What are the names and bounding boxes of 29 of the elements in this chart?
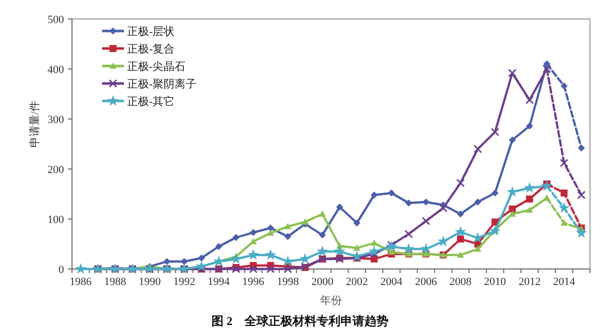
x-tick-label: 1992 xyxy=(173,276,196,288)
x-tick-label: 2008 xyxy=(450,276,472,288)
legend-label: 正极-其它 xyxy=(127,94,175,108)
legend-label: 正极-聚阴离子 xyxy=(127,77,197,90)
x-tick-label: 2014 xyxy=(553,276,576,288)
x-tick-label: 1996 xyxy=(242,276,265,288)
y-tick-label: 100 xyxy=(48,214,64,226)
y-axis-title: 申请量/件 xyxy=(28,100,41,148)
x-tick-label: 1998 xyxy=(276,276,300,288)
y-tick-label: 300 xyxy=(48,114,64,126)
x-tick-label: 1986 xyxy=(70,276,92,288)
x-tick-label: 1988 xyxy=(104,276,127,288)
legend-label: 正极-复合 xyxy=(127,42,175,56)
x-tick-label: 2012 xyxy=(518,276,541,288)
legend-label: 正极-层状 xyxy=(127,26,175,38)
x-tick-label: 2010 xyxy=(484,276,507,288)
x-tick-label: 2002 xyxy=(346,276,368,288)
x-axis-title: 年份 xyxy=(320,295,342,307)
x-tick-label: 1990 xyxy=(138,276,162,288)
x-tick-label: 1994 xyxy=(208,276,230,288)
legend-label: 正极-尖晶石 xyxy=(127,60,186,73)
y-tick-label: 400 xyxy=(48,64,64,76)
x-tick-label: 2000 xyxy=(311,276,334,288)
x-tick-label: 2004 xyxy=(380,276,403,288)
x-tick-label: 2006 xyxy=(414,276,438,288)
y-tick-label: 500 xyxy=(48,14,64,26)
y-tick-label: 200 xyxy=(48,164,64,176)
y-tick-label: 0 xyxy=(58,264,64,276)
text: 图 2 全球正极材料专利申请趋势 xyxy=(212,314,388,328)
